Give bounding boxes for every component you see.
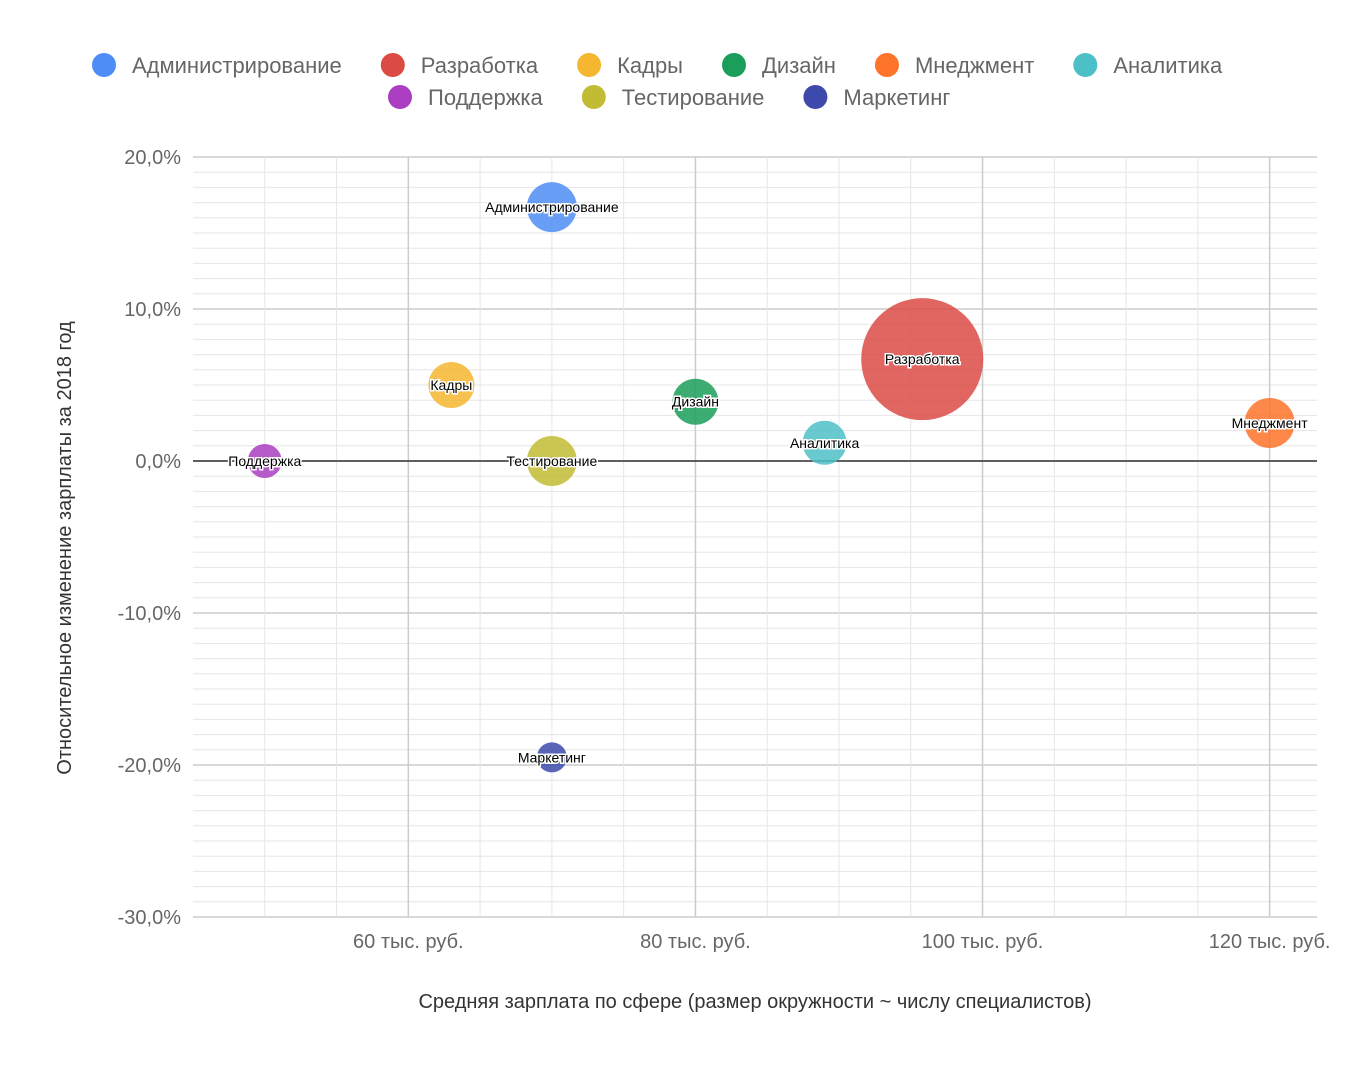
bubble-Аналитика: [802, 420, 847, 465]
x-axis-title: Средняя зарплата по сфере (размер окружн…: [418, 991, 1091, 1013]
legend-marker: [722, 53, 746, 77]
legend-marker: [874, 53, 899, 77]
bubble-label: Поддержка: [228, 453, 301, 469]
bubble-Тестирование: [526, 436, 577, 486]
y-tick-label: 0,0%: [135, 451, 181, 473]
legend-marker: [581, 85, 606, 109]
x-tick-label: 80 тыс. руб.: [640, 931, 751, 953]
bubble-label: Разработка: [885, 351, 960, 367]
bubble-label: Мнеджмент: [1232, 415, 1309, 431]
legend-marker: [803, 85, 828, 109]
bubble-label: Аналитика: [790, 435, 860, 451]
legend-item: Аналитика: [1113, 53, 1223, 78]
y-axis-title: Относительное изменение зарплаты за 2018…: [54, 321, 76, 775]
bubble-Дизайн: [672, 378, 719, 425]
y-tick-label: -10,0%: [118, 603, 182, 625]
legend-item: Кадры: [617, 53, 683, 78]
legend-item: Мнеджмент: [915, 53, 1034, 78]
x-tick-label: 100 тыс. руб.: [922, 931, 1044, 953]
legend-marker: [92, 53, 116, 77]
legend-marker: [388, 85, 412, 109]
bubble-label: Маркетинг: [518, 749, 586, 765]
y-tick-label: -20,0%: [118, 755, 182, 777]
legend-marker: [1073, 53, 1098, 77]
bubble-Маркетинг: [536, 742, 567, 773]
legend-item: Поддержка: [428, 85, 544, 110]
bubble-Кадры: [428, 362, 475, 408]
bubble-Разработка: [861, 298, 984, 421]
legend-item: Маркетинг: [843, 85, 950, 110]
legend-marker: [380, 53, 405, 77]
bubble-label: Администрирование: [485, 199, 619, 215]
bubble-Администрирование: [526, 182, 577, 233]
x-tick-label: 60 тыс. руб.: [353, 931, 464, 953]
y-tick-label: -30,0%: [118, 907, 182, 929]
legend-item: Дизайн: [762, 53, 836, 78]
legend-item: Разработка: [421, 53, 539, 78]
x-tick-label: 120 тыс. руб.: [1209, 931, 1331, 953]
bubble-label: Дизайн: [672, 394, 719, 410]
bubble-Мнеджмент: [1244, 398, 1295, 448]
bubble-label: Кадры: [430, 377, 472, 393]
bubble-label: Тестирование: [506, 453, 597, 469]
y-tick-label: 20,0%: [124, 147, 181, 169]
legend-item: Тестирование: [622, 85, 765, 110]
y-tick-label: 10,0%: [124, 299, 181, 321]
legend-item: Администрирование: [132, 53, 342, 78]
bubble-Поддержка: [247, 444, 282, 478]
legend-marker: [577, 53, 602, 77]
